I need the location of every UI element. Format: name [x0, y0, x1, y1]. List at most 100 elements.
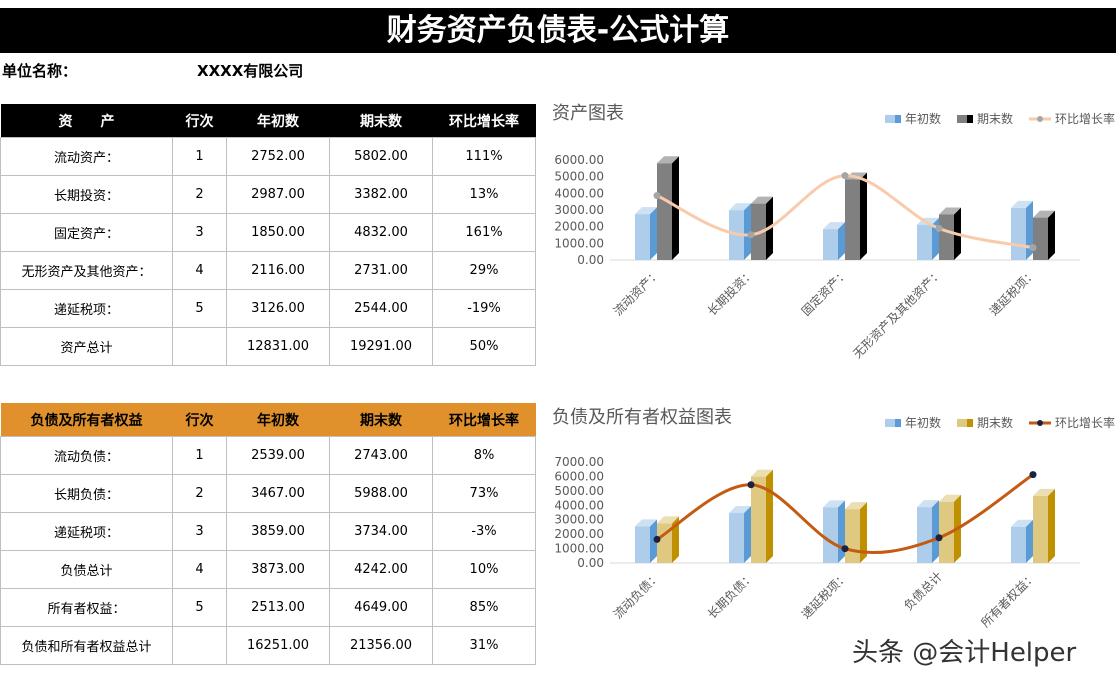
- legend-label: 环比增长率: [1055, 111, 1115, 126]
- rate-marker: [653, 535, 661, 543]
- cell: 4: [172, 550, 227, 589]
- bar-front: [751, 476, 766, 563]
- bar: [729, 505, 751, 563]
- rate-marker: [841, 545, 849, 553]
- bar-side: [1026, 200, 1033, 260]
- bar-front: [1033, 217, 1048, 260]
- legend-label: 环比增长率: [1055, 415, 1115, 430]
- header-cell: 期末数: [329, 403, 433, 437]
- legend-swatch: [885, 419, 901, 427]
- bar: [823, 500, 845, 563]
- bar: [845, 172, 867, 260]
- rate-marker: [747, 481, 755, 489]
- rate-marker: [1029, 471, 1037, 479]
- row: 负债和所有者权益总计 16251.00 21356.00 31%: [0, 626, 536, 665]
- cell: 21356.00: [329, 626, 433, 665]
- row: 所有者权益： 5 2513.00 4649.00 85%: [0, 588, 536, 627]
- rate-marker: [653, 192, 661, 200]
- bar-top: [939, 494, 961, 502]
- bar-top: [917, 500, 939, 508]
- bar-side: [860, 502, 867, 563]
- header-cell: 行次: [172, 403, 227, 437]
- cell: 2513.00: [226, 588, 330, 627]
- cell: 递延税项：: [0, 512, 173, 551]
- bar-top: [1011, 200, 1033, 208]
- cell: 长期投资：: [0, 175, 173, 214]
- bar-front: [845, 509, 860, 563]
- y-tick-label: 0.00: [577, 253, 604, 267]
- bar-top: [657, 516, 679, 524]
- legend-swatch: [957, 115, 973, 123]
- y-tick-label: 5000.00: [554, 484, 604, 498]
- bar-top: [751, 469, 773, 477]
- legend-swatch-side: [895, 115, 901, 123]
- bar-side: [744, 203, 751, 260]
- bar-side: [838, 500, 845, 563]
- bar-top: [1033, 488, 1055, 496]
- bar-front: [939, 501, 954, 563]
- header-row: 负债及所有者权益 行次 年初数 期末数 环比增长率: [0, 403, 536, 437]
- bar-top: [823, 222, 845, 230]
- chart-title: 负债及所有者权益图表: [552, 407, 732, 428]
- cell: 3467.00: [226, 474, 330, 513]
- cell: 4832.00: [329, 213, 433, 252]
- y-tick-label: 6000.00: [554, 469, 604, 483]
- bar-front: [845, 179, 860, 260]
- bar-side: [650, 519, 657, 563]
- cell: 5802.00: [329, 137, 433, 176]
- bar: [1011, 200, 1033, 260]
- cell: 3734.00: [329, 512, 433, 551]
- x-tick-label: 流动负债：: [611, 569, 663, 621]
- cell: 2539.00: [226, 436, 330, 475]
- y-tick-label: 2000.00: [554, 527, 604, 541]
- cell: 2987.00: [226, 175, 330, 214]
- legend-marker: [1037, 116, 1043, 122]
- bar-side: [744, 505, 751, 563]
- legend-label: 期末数: [977, 415, 1013, 430]
- bar-side: [1048, 488, 1055, 563]
- header-cell: 年初数: [226, 104, 330, 138]
- cell: 3126.00: [226, 289, 330, 328]
- cell: -3%: [432, 512, 536, 551]
- y-tick-label: 5000.00: [554, 170, 604, 184]
- cell: 13%: [432, 175, 536, 214]
- bar-front: [939, 214, 954, 260]
- bar-side: [672, 156, 679, 260]
- row: 长期投资： 2 2987.00 3382.00 13%: [0, 175, 536, 214]
- cell: 2731.00: [329, 251, 433, 290]
- row: 资产总计 12831.00 19291.00 50%: [0, 327, 536, 366]
- x-tick-label: 负债总计: [901, 569, 945, 613]
- legend-swatch-side: [967, 419, 973, 427]
- bar-front: [917, 507, 932, 563]
- bar-top: [1011, 519, 1033, 527]
- y-tick-label: 2000.00: [554, 220, 604, 234]
- legend-swatch: [957, 419, 973, 427]
- chart: 负债及所有者权益图表 0.001000.002000.003000.004000.…: [552, 407, 1115, 630]
- legend-label: 期末数: [977, 111, 1013, 126]
- header-cell: 环比增长率: [432, 403, 536, 437]
- y-tick-label: 1000.00: [554, 542, 604, 556]
- liabilities-table: 负债及所有者权益 行次 年初数 期末数 环比增长率 流动负债： 1 2539.00 2743.0…: [0, 403, 536, 665]
- cell: 长期负债：: [0, 474, 173, 513]
- bar-side: [838, 222, 845, 260]
- unit-label: 单位名称：: [2, 62, 78, 80]
- cell: 2752.00: [226, 137, 330, 176]
- row: 负债总计 4 3873.00 4242.00 10%: [0, 550, 536, 589]
- unit-name: XXXX有限公司: [197, 62, 304, 80]
- bar-front: [1011, 526, 1026, 563]
- cell: 1850.00: [226, 213, 330, 252]
- bar: [1033, 210, 1055, 260]
- bar: [657, 156, 679, 260]
- bar: [635, 207, 657, 260]
- x-tick-label: 递延税项：: [987, 266, 1039, 318]
- bar-front: [1033, 495, 1048, 563]
- legend-swatch: [885, 115, 901, 123]
- bar: [1033, 488, 1055, 563]
- cell: 3382.00: [329, 175, 433, 214]
- header-cell: 负债及所有者权益: [0, 403, 173, 437]
- bar-front: [729, 512, 744, 563]
- bar-top: [635, 519, 657, 527]
- cell: 2116.00: [226, 251, 330, 290]
- header-cell: 行次: [172, 104, 227, 138]
- cell: 4242.00: [329, 550, 433, 589]
